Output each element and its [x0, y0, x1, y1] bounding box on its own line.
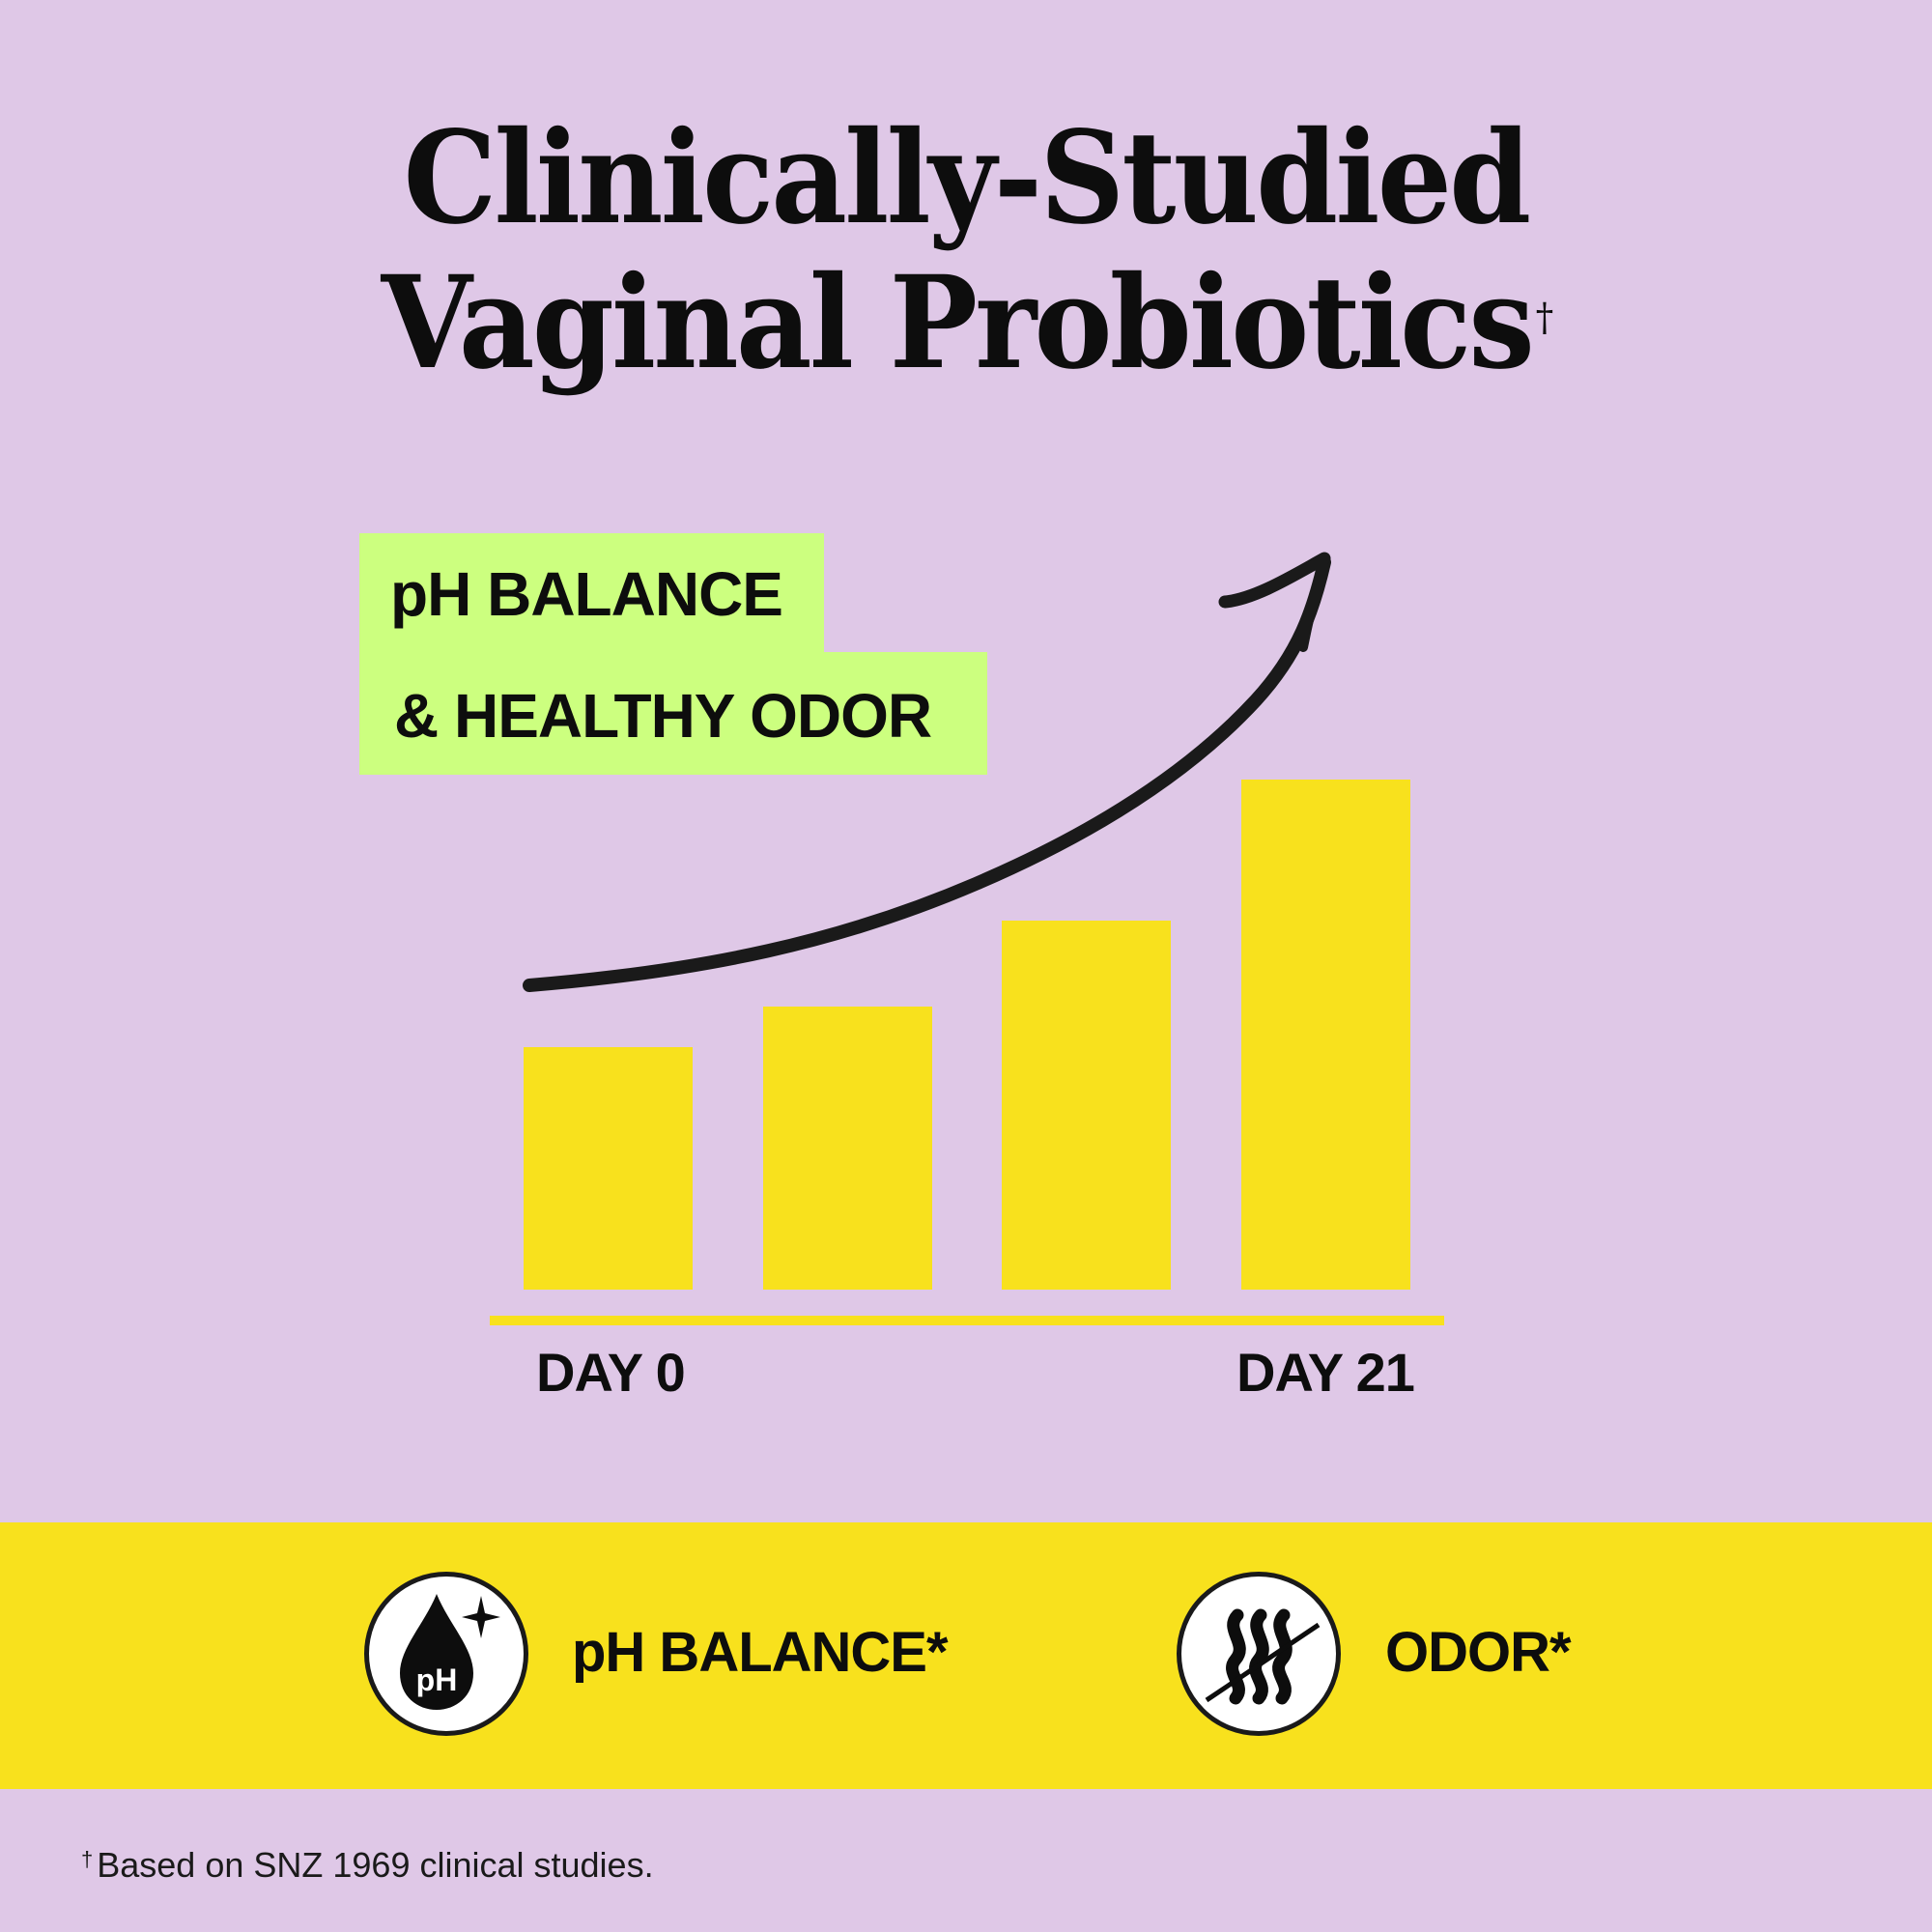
- benefit-label-odor: ODOR*: [1385, 1621, 1572, 1684]
- bar: [763, 1007, 932, 1290]
- footnote: † Based on SNZ 1969 clinical studies.: [81, 1845, 654, 1886]
- bar: [1241, 780, 1410, 1290]
- x-axis-start-label: DAY 0: [536, 1342, 686, 1403]
- chart-baseline: [490, 1316, 1444, 1325]
- callout-line-2: & HEALTHY ODOR: [394, 681, 932, 751]
- benefit-label-ph: pH BALANCE*: [572, 1621, 949, 1684]
- dagger-mark: †: [1535, 296, 1553, 340]
- svg-text:pH: pH: [416, 1662, 458, 1697]
- footnote-text: Based on SNZ 1969 clinical studies.: [97, 1845, 654, 1885]
- ph-drop-icon: pH: [364, 1572, 528, 1736]
- callout-block-1: [359, 533, 824, 652]
- benefits-band: [0, 1522, 1932, 1789]
- callout-line-1: pH BALANCE: [390, 559, 783, 629]
- bar: [524, 1047, 693, 1290]
- footnote-mark: †: [81, 1847, 94, 1871]
- x-axis-end-label: DAY 21: [1236, 1342, 1415, 1403]
- title-line-2: Vaginal Probiotics†: [77, 251, 1855, 396]
- callout-block-2: [359, 652, 987, 775]
- title-line-2-text: Vaginal Probiotics: [381, 248, 1535, 398]
- no-odor-icon: [1177, 1572, 1341, 1736]
- page-title: Clinically-Studied Vaginal Probiotics†: [77, 106, 1855, 396]
- title-line-1: Clinically-Studied: [403, 103, 1532, 253]
- bar: [1002, 921, 1171, 1290]
